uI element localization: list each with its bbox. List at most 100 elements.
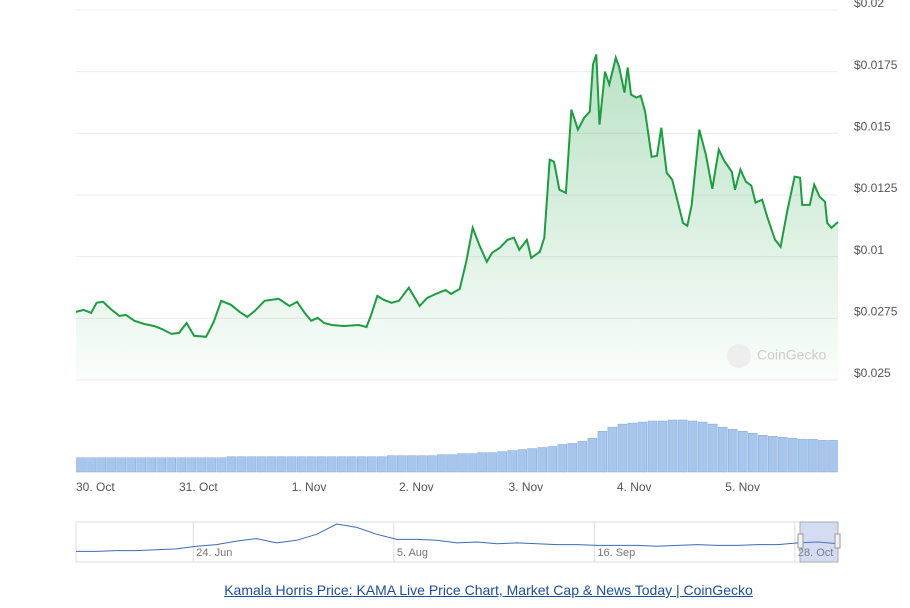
volume-bar <box>758 435 768 473</box>
navigator-label: 28. Oct <box>798 547 833 559</box>
x-tick-label: 30. Oct <box>76 480 115 494</box>
volume-bar <box>286 456 297 473</box>
volume-bar <box>637 421 648 473</box>
chart: $0.02 $0.0175 $0.015 $0.0125 $0.01 $0.0275 $0.… <box>75 0 898 563</box>
volume-bar <box>737 430 748 473</box>
y-tick-label: $0.0125 <box>854 181 898 195</box>
x-tick-label: 31. Oct <box>179 480 218 494</box>
volume-bar <box>176 457 187 473</box>
y-tick-label: $0.01 <box>854 243 884 257</box>
volume-bar <box>818 440 828 473</box>
volume-bar <box>96 457 106 473</box>
volume-bar <box>527 448 537 473</box>
volume-bar <box>326 456 337 473</box>
y-tick-label: $0.0175 <box>854 58 898 72</box>
volume-bar <box>216 457 227 473</box>
navigator-handle <box>834 533 841 549</box>
volume-bar <box>717 426 728 473</box>
volume-bar <box>276 456 287 473</box>
volume-bar <box>397 455 407 473</box>
x-tick-label: 1. Nov <box>292 480 327 494</box>
volume-bar <box>447 454 457 473</box>
volume-bar <box>146 457 156 473</box>
y-tick-label: $0.0275 <box>854 305 898 319</box>
volume-bar <box>116 457 126 473</box>
volume-bar <box>226 456 237 473</box>
y-tick-label: $0.025 <box>854 366 891 380</box>
volume-bar <box>166 457 177 473</box>
volume-bar <box>687 420 698 473</box>
footer-link[interactable]: Kamala Horris Price: KAMA Live Price Cha… <box>224 582 753 598</box>
price-area <box>76 54 838 381</box>
volume-bar <box>677 419 688 473</box>
x-tick-label: 4. Nov <box>617 480 652 494</box>
volume-bar <box>266 456 277 473</box>
volume-bar <box>427 455 437 473</box>
navigator-selection <box>799 521 839 563</box>
x-tick-label: 3. Nov <box>508 480 543 494</box>
volume-bar <box>467 453 477 473</box>
navigator-label: 24. Jun <box>196 547 232 559</box>
volume-bar <box>567 443 578 473</box>
volume-bar <box>76 457 86 473</box>
watermark: CoinGecko <box>757 347 826 363</box>
volume-bar <box>206 457 217 473</box>
volume-bar <box>657 420 668 473</box>
volume-bar <box>577 441 588 473</box>
volume-bar <box>236 456 247 473</box>
volume-bar <box>517 449 527 473</box>
volume-bar <box>798 439 808 473</box>
volume-bar <box>808 439 818 473</box>
navigator-line <box>76 523 839 552</box>
volume-bar <box>106 457 116 473</box>
volume-bar <box>627 422 638 473</box>
volume-bar <box>778 437 788 473</box>
volume-bar <box>667 419 678 473</box>
volume-bar <box>356 456 367 473</box>
volume-bar <box>547 446 558 473</box>
volume-bar <box>457 453 467 473</box>
volume-bar <box>186 457 197 473</box>
navigator-label: 5. Aug <box>397 547 428 559</box>
navigator-handle <box>797 533 804 549</box>
volume-bar <box>306 456 317 473</box>
volume-bar <box>316 456 327 473</box>
volume-bar <box>537 447 547 473</box>
volume-bar <box>557 444 568 473</box>
volume-bar <box>407 455 417 473</box>
volume-bar <box>507 450 517 473</box>
volume-bar <box>487 452 497 473</box>
volume-bar <box>387 455 397 473</box>
volume-bar <box>828 440 838 473</box>
volume-bar <box>607 426 618 473</box>
volume-bar <box>256 456 267 473</box>
volume-bar <box>597 430 608 473</box>
volume-bar <box>346 456 357 473</box>
volume-bar <box>477 452 487 473</box>
volume-bar <box>587 438 598 473</box>
volume-bar <box>156 457 166 473</box>
navigator-frame <box>75 521 839 563</box>
volume-bar <box>136 457 146 473</box>
price-line <box>75 54 839 338</box>
volume-bar <box>617 423 628 473</box>
x-tick-label: 2. Nov <box>399 480 434 494</box>
watermark-logo <box>727 344 751 368</box>
volume-bar <box>497 451 507 473</box>
volume-bar <box>707 423 718 473</box>
volume-bar <box>377 456 387 473</box>
volume-bar <box>748 433 758 473</box>
volume-bar <box>246 456 257 473</box>
volume-bar <box>437 454 447 473</box>
volume-bar <box>417 455 427 473</box>
volume-bar <box>647 420 658 473</box>
volume-bar <box>336 456 347 473</box>
navigator-label: 16. Sep <box>597 547 635 559</box>
volume-bar <box>727 428 738 473</box>
volume-bar <box>697 421 708 473</box>
volume-bar <box>367 456 377 473</box>
volume-bar <box>296 456 307 473</box>
x-tick-label: 5. Nov <box>725 480 760 494</box>
volume-bar <box>196 457 207 473</box>
